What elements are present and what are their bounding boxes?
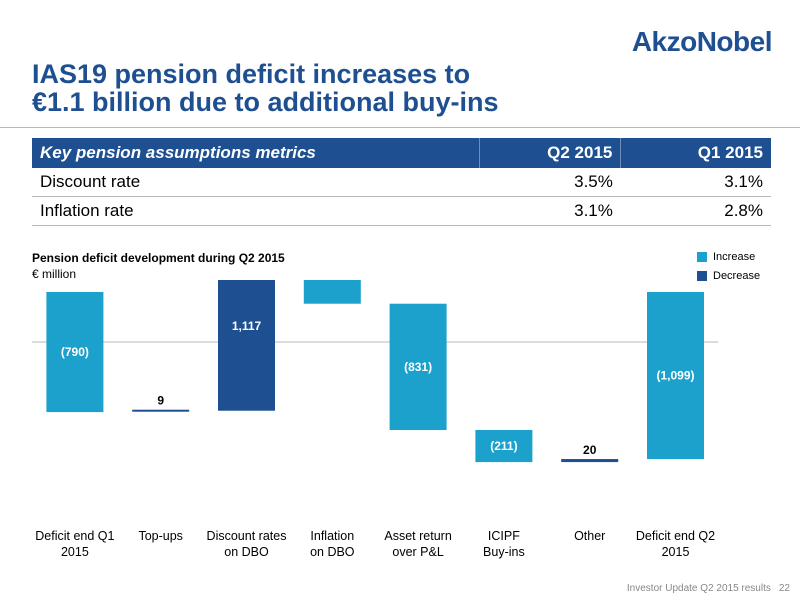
category-label-4: Asset return over P&L	[384, 529, 451, 559]
category-label-6: Other	[574, 529, 605, 543]
data-label-0: (790)	[61, 345, 89, 359]
chart-title: Pension deficit development during Q2 20…	[32, 251, 285, 265]
page-number: 22	[778, 583, 790, 594]
table-row: Discount rate 3.5% 3.1%	[32, 168, 771, 197]
table-cell-q2: 3.5%	[479, 168, 621, 197]
legend-label-increase: Increase	[713, 250, 756, 263]
legend-swatch-increase	[697, 251, 707, 262]
table-header-row: Key pension assumptions metrics Q2 2015 …	[32, 138, 771, 168]
data-label-4: (831)	[404, 360, 432, 374]
table-header-q2: Q2 2015	[478, 138, 621, 168]
data-label-2: 1,117	[232, 319, 262, 333]
data-label-5: (211)	[490, 439, 517, 453]
table-cell-q2: 3.1%	[479, 196, 621, 226]
bar-7	[647, 292, 704, 460]
table-header-metric: Key pension assumptions metrics	[32, 138, 480, 168]
bar-3	[303, 280, 361, 304]
table-row: Inflation rate 3.1% 2.8%	[32, 196, 771, 226]
bar-1	[132, 409, 190, 412]
legend-item-decrease: Decrease	[697, 266, 760, 285]
table-cell-q1: 2.8%	[620, 196, 771, 226]
category-label-2: Discount rates on DBO	[207, 529, 287, 559]
legend-label-decrease: Decrease	[713, 269, 761, 282]
page-title-line-2: €1.1 billion due to additional buy-ins	[32, 87, 499, 117]
chart-legend: Increase Decrease	[697, 247, 760, 285]
category-label-3: Inflation on DBO	[310, 529, 355, 559]
category-label-0: Deficit end Q1 2015	[35, 529, 114, 559]
category-label-1: Top-ups	[138, 529, 182, 543]
table-header-q1: Q1 2015	[620, 138, 771, 168]
bar-6	[561, 459, 619, 463]
data-label-6: 20	[583, 443, 597, 457]
table-cell-metric: Inflation rate	[32, 196, 480, 226]
legend-item-increase: Increase	[697, 247, 760, 266]
data-label-7: (1,099)	[656, 369, 694, 383]
page-title-line-1: IAS19 pension deficit increases to	[32, 59, 471, 89]
table-cell-metric: Discount rate	[32, 168, 480, 197]
bar-2	[218, 280, 275, 411]
chart-unit: € million	[32, 267, 77, 281]
akzonobel-logo: AkzoNobel	[631, 26, 773, 57]
footer-text: Investor Update Q2 2015 results	[626, 583, 771, 594]
data-label-1: 9	[157, 394, 164, 408]
category-label-7: Deficit end Q2 2015	[636, 529, 715, 559]
page-title: IAS19 pension deficit increases to €1.1 …	[32, 60, 592, 116]
waterfall-chart: (790) Deficit end Q1 2015 9 Top-ups 1,117 Disc…	[32, 280, 719, 559]
table-cell-q1: 3.1%	[620, 168, 771, 197]
pension-metrics-table: Key pension assumptions metrics Q2 2015 …	[32, 138, 771, 226]
bar-0	[46, 292, 104, 413]
title-divider	[0, 127, 800, 128]
bar-5	[475, 430, 533, 463]
category-label-5: ICIPF Buy-ins	[483, 529, 525, 559]
footer: Investor Update Q2 2015 results 22	[627, 583, 790, 594]
bar-4	[389, 303, 447, 431]
legend-swatch-decrease	[697, 270, 707, 281]
